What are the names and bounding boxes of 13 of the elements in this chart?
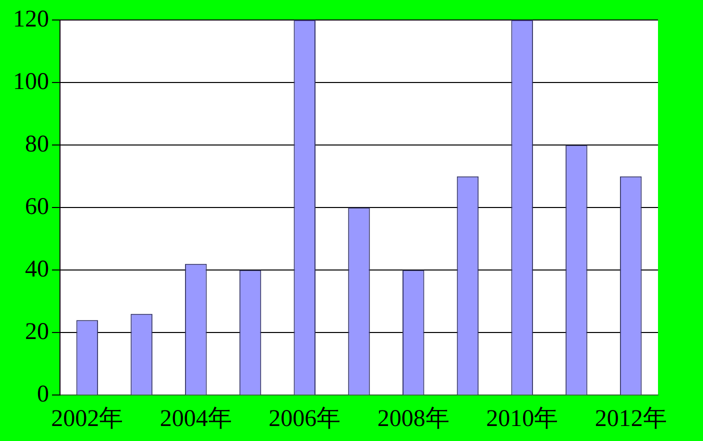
y-tick-label: 20 [25,318,49,345]
x-tick-label: 2004年 [160,406,232,432]
x-tick-label: 2012年 [594,406,667,432]
x-tick-label: 2006年 [268,406,341,432]
x-tick-label: 2002年 [51,406,124,432]
y-tick-label: 80 [25,131,49,158]
y-tick-label: 100 [13,68,49,95]
y-tick-label: 60 [25,194,49,220]
y-tick-label: 40 [25,256,49,282]
y-tick-label: 0 [37,381,49,408]
x-tick-label: 2008年 [377,406,450,432]
x-tick-label: 2010年 [486,406,558,432]
y-tick-label: 120 [13,6,49,32]
